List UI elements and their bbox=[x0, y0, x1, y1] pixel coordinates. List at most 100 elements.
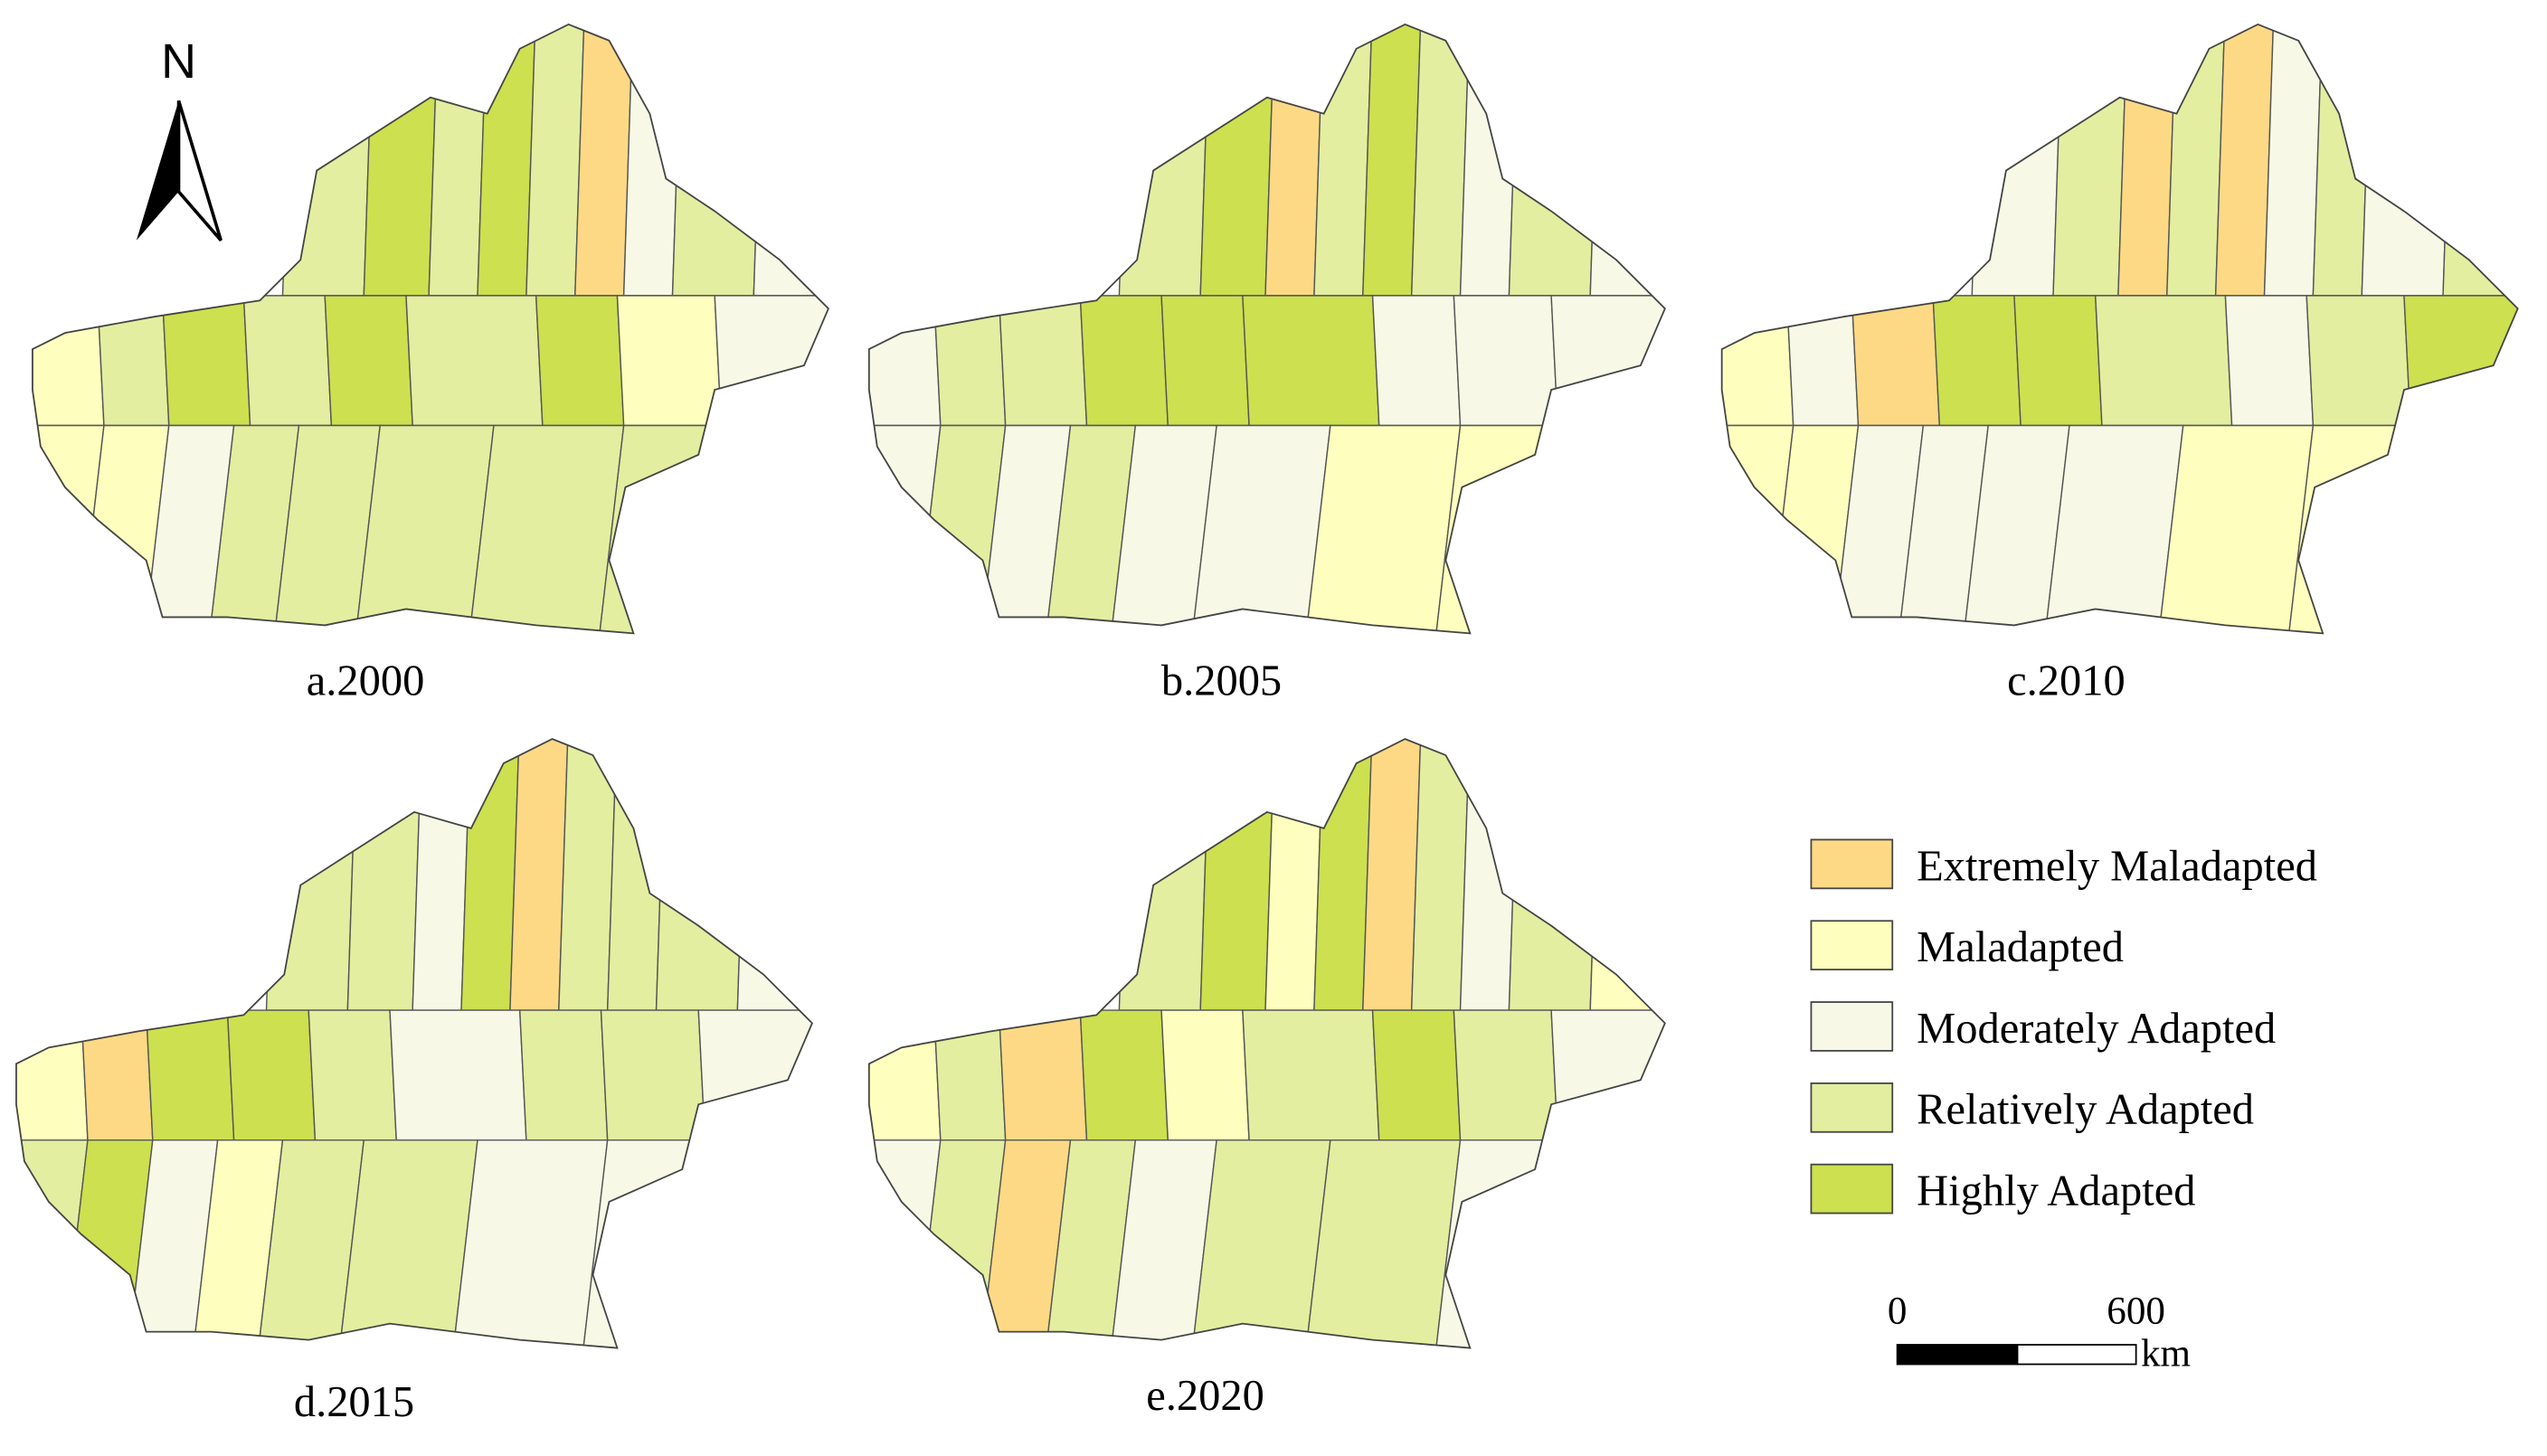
region bbox=[868, 1009, 942, 1141]
region bbox=[126, 1139, 219, 1348]
region bbox=[1043, 424, 1137, 634]
legend-label: Maladapted bbox=[1917, 923, 2124, 971]
region bbox=[353, 424, 495, 634]
legend-label: Extremely Maladapted bbox=[1917, 842, 2317, 890]
map-panel bbox=[1720, 23, 2519, 635]
region bbox=[1189, 1139, 1331, 1348]
region bbox=[1199, 24, 1276, 297]
map-regions bbox=[32, 24, 828, 634]
region bbox=[1508, 24, 1601, 297]
map-outline bbox=[1720, 23, 2519, 635]
legend-label: Relatively Adapted bbox=[1917, 1086, 2254, 1134]
region bbox=[1550, 295, 1665, 427]
region bbox=[2403, 295, 2518, 427]
region bbox=[1589, 739, 1665, 1011]
region bbox=[1160, 1009, 1250, 1141]
map-outline bbox=[867, 23, 1666, 635]
region bbox=[1303, 1139, 1462, 1348]
region bbox=[697, 1009, 812, 1141]
map-outline bbox=[32, 23, 829, 635]
legend-label: Moderately Adapted bbox=[1917, 1005, 2276, 1053]
map-panel bbox=[32, 23, 829, 635]
region bbox=[1550, 1009, 1665, 1141]
map-panel bbox=[867, 23, 1666, 635]
region bbox=[616, 295, 723, 427]
region bbox=[2094, 295, 2233, 427]
region bbox=[1851, 295, 1941, 427]
panel-label: b.2005 bbox=[1161, 657, 1282, 705]
region bbox=[1303, 424, 1462, 634]
region bbox=[1530, 1139, 1665, 1348]
region bbox=[2383, 424, 2518, 634]
scale-unit: km bbox=[2141, 1332, 2191, 1375]
region bbox=[1961, 424, 2070, 634]
region bbox=[15, 1139, 89, 1348]
region bbox=[1108, 424, 1217, 634]
legend-label: Highly Adapted bbox=[1917, 1168, 2195, 1215]
region bbox=[1199, 739, 1276, 1011]
region bbox=[1189, 424, 1331, 634]
region bbox=[868, 424, 942, 634]
region bbox=[1242, 295, 1380, 427]
legend-swatch bbox=[1810, 1001, 1894, 1052]
region bbox=[450, 1139, 609, 1348]
region bbox=[1242, 1009, 1380, 1141]
region bbox=[933, 295, 1007, 427]
region bbox=[1530, 424, 1665, 634]
region bbox=[998, 1009, 1088, 1141]
region bbox=[1371, 1009, 1462, 1141]
scale-bar-black bbox=[1896, 1344, 2019, 1366]
region bbox=[80, 1009, 154, 1141]
region bbox=[1508, 739, 1601, 1011]
region bbox=[142, 424, 235, 634]
region bbox=[1721, 424, 1794, 634]
region bbox=[281, 24, 374, 297]
region bbox=[1118, 739, 1211, 1011]
scale-label: 0 bbox=[1888, 1291, 1908, 1333]
region bbox=[1932, 295, 2022, 427]
region bbox=[753, 24, 828, 297]
region bbox=[677, 1139, 812, 1348]
region bbox=[324, 295, 413, 427]
region bbox=[518, 1009, 609, 1141]
region bbox=[145, 1009, 235, 1141]
region bbox=[1079, 1009, 1169, 1141]
region bbox=[226, 1009, 317, 1141]
map-regions bbox=[15, 739, 812, 1348]
panel-label: a.2000 bbox=[307, 657, 425, 705]
map-panel bbox=[15, 738, 814, 1349]
region bbox=[2224, 295, 2315, 427]
region bbox=[242, 295, 333, 427]
region bbox=[671, 24, 764, 297]
region bbox=[1079, 295, 1169, 427]
region bbox=[336, 1139, 478, 1348]
region bbox=[2042, 424, 2184, 634]
north-arrow: N bbox=[136, 34, 223, 241]
region bbox=[255, 1139, 365, 1348]
region bbox=[363, 24, 440, 297]
legend: Extremely Maladapted Maladapted Moderately… bbox=[1810, 838, 2317, 1215]
region bbox=[1971, 24, 2064, 297]
panel-label: c.2010 bbox=[2007, 657, 2126, 705]
legend-swatch bbox=[1810, 838, 1894, 890]
region bbox=[868, 295, 942, 427]
legend-swatch bbox=[1810, 1082, 1894, 1133]
region bbox=[265, 739, 358, 1011]
region bbox=[1721, 295, 1794, 427]
legend-swatch bbox=[1810, 920, 1894, 971]
region bbox=[1043, 1139, 1137, 1348]
region bbox=[535, 295, 625, 427]
region bbox=[405, 295, 544, 427]
region bbox=[1118, 24, 1211, 297]
region bbox=[15, 1009, 89, 1141]
scale-label: 600 bbox=[2107, 1291, 2165, 1333]
region bbox=[191, 1139, 284, 1348]
region bbox=[2052, 24, 2129, 297]
legend-swatch bbox=[1810, 1163, 1894, 1215]
region bbox=[1589, 24, 1665, 297]
region bbox=[979, 424, 1072, 634]
north-arrow-left bbox=[136, 100, 179, 241]
region bbox=[868, 1139, 942, 1348]
scale-bar: 0 600 km bbox=[1888, 1291, 2191, 1376]
